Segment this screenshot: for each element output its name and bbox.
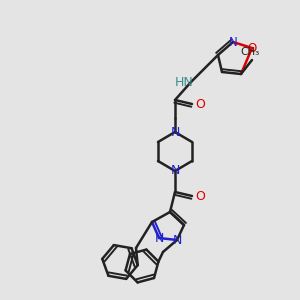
Text: CH₃: CH₃: [240, 47, 260, 57]
Text: O: O: [195, 98, 205, 110]
Text: O: O: [195, 190, 205, 202]
Text: N: N: [170, 164, 180, 178]
Text: N: N: [170, 125, 180, 139]
Text: O: O: [248, 41, 256, 55]
Text: N: N: [229, 35, 237, 49]
Text: N: N: [154, 232, 164, 244]
Text: HN: HN: [175, 76, 194, 88]
Text: N: N: [172, 233, 182, 247]
